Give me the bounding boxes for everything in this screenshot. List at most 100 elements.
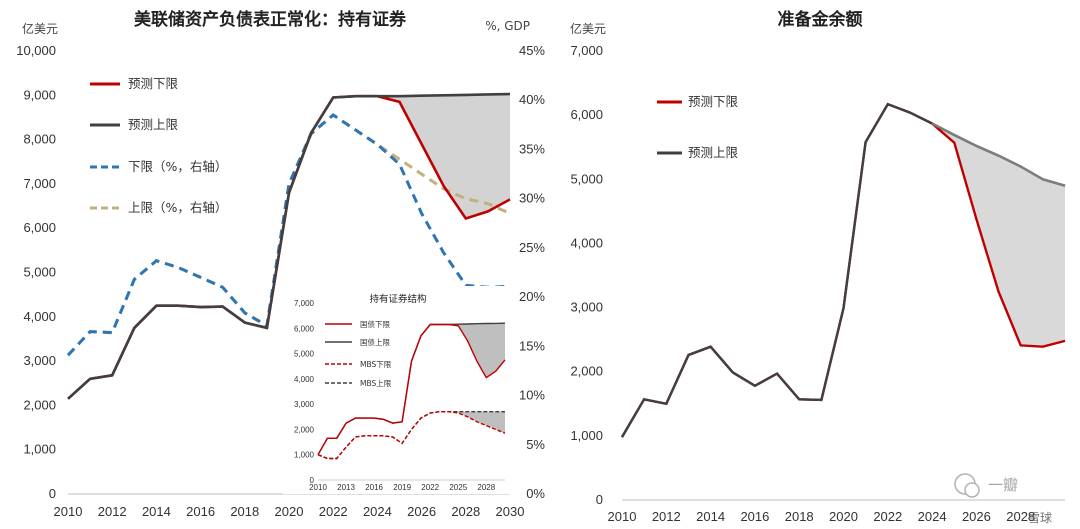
left-legend-label: 预测下限 (128, 76, 179, 91)
inset-x-tick: 2013 (337, 483, 355, 492)
left-y-tick-labels: 0 1,000 2,000 3,000 4,000 5,000 6,000 7,000 8,00… (16, 43, 56, 501)
inset-background (283, 286, 513, 494)
inset-y-tick: 3,000 (294, 400, 315, 409)
left-legend-label: 下限（%，右轴） (128, 159, 227, 174)
right-x-tick: 2010 (608, 509, 637, 524)
inset-title: 持有证券结构 (369, 293, 426, 305)
left-x-tick: 2028 (451, 504, 480, 519)
left-y2-tick: 20% (519, 289, 545, 304)
inset-x-tick: 2028 (477, 483, 495, 492)
left-y-unit: 亿美元 (22, 21, 58, 36)
left-y-tick: 9,000 (23, 87, 56, 102)
left-x-tick: 2010 (54, 504, 83, 519)
watermark-text: 一瓣 (988, 476, 1018, 494)
inset-y-tick: 7,000 (294, 299, 315, 308)
left-y2-tick: 5% (526, 437, 545, 452)
left-y-tick: 0 (49, 486, 56, 501)
inset-series-line-0 (317, 323, 506, 456)
left-x-tick-labels: 2010 2012 2014 2016 2018 2020 2022 2024 2026 2028… (54, 504, 525, 519)
left-y2-tick: 45% (519, 43, 545, 58)
right-x-tick: 2020 (829, 509, 858, 524)
left-series-lines (66, 92, 511, 400)
right-legend-label: 预测上限 (688, 145, 739, 160)
left-y-tick: 6,000 (23, 220, 56, 235)
right-x-tick: 2026 (962, 509, 991, 524)
inset-series-lines (317, 322, 506, 460)
left-series-line-1 (67, 92, 511, 400)
inset-x-tick: 2010 (309, 483, 327, 492)
right-forecast-shaded-area (932, 123, 1065, 347)
right-y-tick: 6,000 (570, 107, 603, 122)
left-legend-label: 上限（%，右轴） (128, 200, 227, 215)
inset-legend-label: MBS上限 (360, 379, 392, 388)
left-y-tick: 2,000 (23, 397, 56, 412)
left-y-tick: 1,000 (23, 442, 56, 457)
inset-x-tick: 2022 (421, 483, 439, 492)
left-chart-title: 美联储资产负债表正常化：持有证券 (134, 9, 407, 30)
left-x-tick: 2026 (407, 504, 436, 519)
right-y-tick: 2,000 (570, 364, 603, 379)
inset-y-tick: 0 (310, 476, 315, 485)
right-series-lines (620, 102, 1066, 438)
left-y-tick: 8,000 (23, 132, 56, 147)
left-y-tick: 3,000 (23, 353, 56, 368)
inset-treasury-shaded-area (448, 323, 505, 378)
left-y-tick: 10,000 (16, 43, 56, 58)
right-chart-title: 准备金余额 (778, 9, 863, 30)
inset-legend-label: MBS下限 (360, 360, 392, 369)
right-y-tick-labels: 0 1,000 2,000 3,000 4,000 5,000 6,000 7,000 (570, 43, 603, 507)
right-x-tick: 2022 (873, 509, 902, 524)
right-y-tick: 4,000 (570, 235, 603, 250)
left-y2-unit: %, GDP (485, 19, 530, 33)
right-y-tick: 5,000 (570, 171, 603, 186)
left-x-tick: 2018 (230, 504, 259, 519)
inset-y-tick: 1,000 (294, 451, 315, 460)
inset-x-tick-labels: 2010 2013 2016 2019 2022 2025 2028 (309, 483, 496, 492)
right-x-tick-labels: 2010 2012 2014 2016 2018 2020 2022 2024 2026 2028 (608, 509, 1036, 524)
right-x-tick: 2028 (1006, 509, 1035, 524)
left-x-tick: 2022 (319, 504, 348, 519)
right-x-tick: 2014 (696, 509, 725, 524)
inset-x-tick: 2019 (393, 483, 411, 492)
right-y-tick: 1,000 (570, 428, 603, 443)
inset-y-tick-labels: 0 1,000 2,000 3,000 4,000 5,000 6,000 7,000 (294, 299, 315, 485)
right-x-tick: 2018 (785, 509, 814, 524)
inset-legend-label: 国债下限 (360, 319, 390, 329)
inset-series-line-2 (317, 411, 506, 460)
left-y-tick: 5,000 (23, 265, 56, 280)
left-y2-tick: 15% (519, 338, 545, 353)
right-x-tick: 2012 (652, 509, 681, 524)
left-y2-tick: 35% (519, 141, 545, 156)
right-y-unit: 亿美元 (570, 21, 606, 36)
left-y2-tick: 30% (519, 191, 545, 206)
inset-y-tick: 2,000 (294, 425, 315, 434)
left-x-tick: 2024 (363, 504, 392, 519)
inset-chart: 持有证券结构 0 1,000 2,000 3,000 4,000 5,000 6,000 7,… (283, 286, 513, 494)
inset-x-tick: 2016 (365, 483, 383, 492)
watermark-sub: 雪球 (1028, 511, 1052, 525)
inset-x-tick: 2025 (449, 483, 467, 492)
left-y2-tick: 25% (519, 240, 545, 255)
left-x-tick: 2016 (186, 504, 215, 519)
right-legend-label: 预测下限 (688, 94, 739, 109)
left-x-tick: 2020 (275, 504, 304, 519)
left-legend-label: 预测上限 (128, 117, 179, 132)
left-y2-tick: 0% (526, 486, 545, 501)
right-series-line-forecast-upper (931, 122, 1066, 187)
inset-y-tick: 5,000 (294, 350, 315, 359)
right-y-tick: 7,000 (570, 43, 603, 58)
left-series-line-2 (66, 113, 511, 357)
left-y2-tick-labels: 0% 5% 10% 15% 20% 25% 30% 35% 40% 45% (519, 43, 545, 501)
right-x-tick: 2016 (740, 509, 769, 524)
inset-y-tick: 4,000 (294, 375, 315, 384)
left-y2-tick: 40% (519, 92, 545, 107)
watermark: 一瓣 雪球 (954, 473, 1052, 525)
inset-mbs-shaded-area (448, 411, 505, 434)
left-y-tick: 7,000 (23, 176, 56, 191)
left-x-tick: 2014 (142, 504, 171, 519)
right-y-tick: 3,000 (570, 300, 603, 315)
